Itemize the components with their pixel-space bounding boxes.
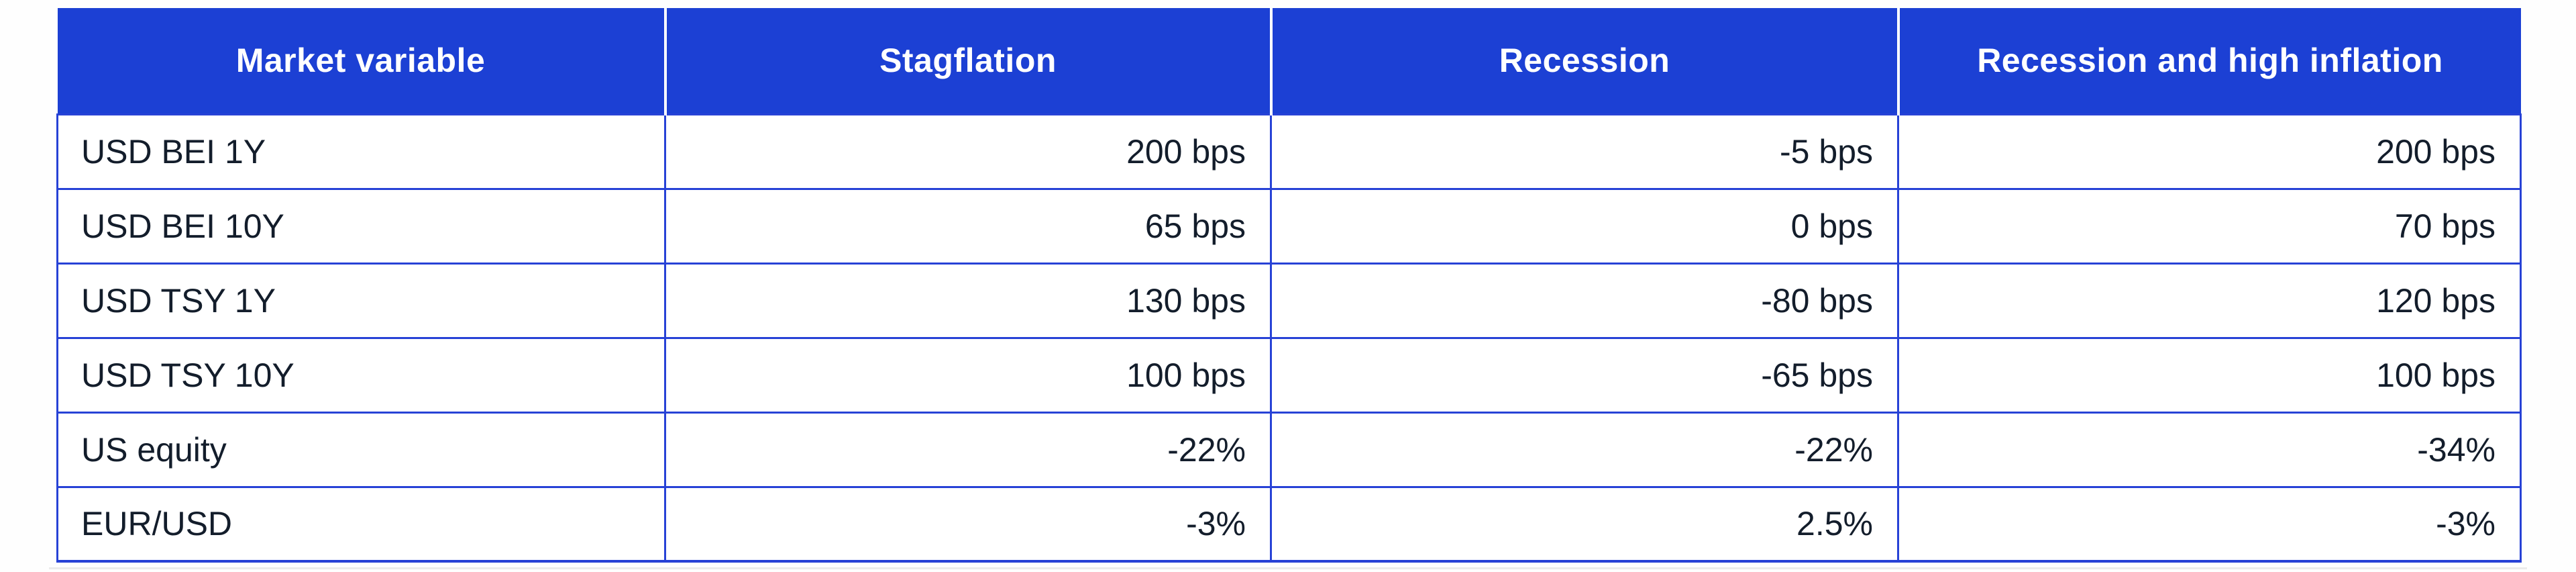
table-row-usd-tsy-10y: USD TSY 10Y 100 bps -65 bps 100 bps (56, 336, 2522, 414)
cell-recession-high-inflation-value: 100 bps (1897, 336, 2522, 414)
cell-recession-value: -22% (1270, 411, 1899, 488)
header-cell-recession: Recession (1269, 8, 1898, 114)
cell-recession-value: 2.5% (1270, 485, 1899, 563)
cell-recession-high-inflation-value: 70 bps (1897, 187, 2522, 265)
cell-recession-value: -65 bps (1270, 336, 1899, 414)
table-row-usd-tsy-1y: USD TSY 1Y 130 bps -80 bps 120 bps (56, 262, 2522, 339)
header-row: Market variable Stagflation Recession Re… (57, 8, 2521, 114)
table-row-us-equity: US equity -22% -22% -34% (56, 411, 2522, 488)
table-body: USD BEI 1Y 200 bps -5 bps 200 bps USD BE… (56, 113, 2522, 563)
header-cell-market-variable: Market variable (57, 8, 665, 114)
cell-variable-label: EUR/USD (56, 485, 666, 563)
cell-stagflation-value: 100 bps (664, 336, 1272, 414)
cell-recession-high-inflation-value: 120 bps (1897, 262, 2522, 339)
cell-recession-value: 0 bps (1270, 187, 1899, 265)
cell-recession-value: -5 bps (1270, 113, 1899, 190)
cell-variable-label: USD BEI 10Y (56, 187, 666, 265)
header-cell-recession-high-inflation: Recession and high inflation (1896, 8, 2521, 114)
cell-variable-label: USD TSY 1Y (56, 262, 666, 339)
table-row-eur-usd: EUR/USD -3% 2.5% -3% (56, 485, 2522, 563)
bottom-section-divider (49, 567, 2527, 569)
cell-variable-label: US equity (56, 411, 666, 488)
cell-stagflation-value: 200 bps (664, 113, 1272, 190)
table-row-usd-bei-10y: USD BEI 10Y 65 bps 0 bps 70 bps (56, 187, 2522, 265)
cell-stagflation-value: 130 bps (664, 262, 1272, 339)
cell-variable-label: USD BEI 1Y (56, 113, 666, 190)
cell-recession-high-inflation-value: -3% (1897, 485, 2522, 563)
header-cell-stagflation: Stagflation (663, 8, 1271, 114)
cell-stagflation-value: 65 bps (664, 187, 1272, 265)
table-row-usd-bei-1y: USD BEI 1Y 200 bps -5 bps 200 bps (56, 113, 2522, 190)
cell-recession-high-inflation-value: 200 bps (1897, 113, 2522, 190)
table-header: Market variable Stagflation Recession Re… (57, 8, 2521, 114)
cell-stagflation-value: -22% (664, 411, 1272, 488)
cell-recession-value: -80 bps (1270, 262, 1899, 339)
cell-recession-high-inflation-value: -34% (1897, 411, 2522, 488)
market-scenario-table: Market variable Stagflation Recession Re… (56, 8, 2522, 563)
cell-variable-label: USD TSY 10Y (56, 336, 666, 414)
cell-stagflation-value: -3% (664, 485, 1272, 563)
